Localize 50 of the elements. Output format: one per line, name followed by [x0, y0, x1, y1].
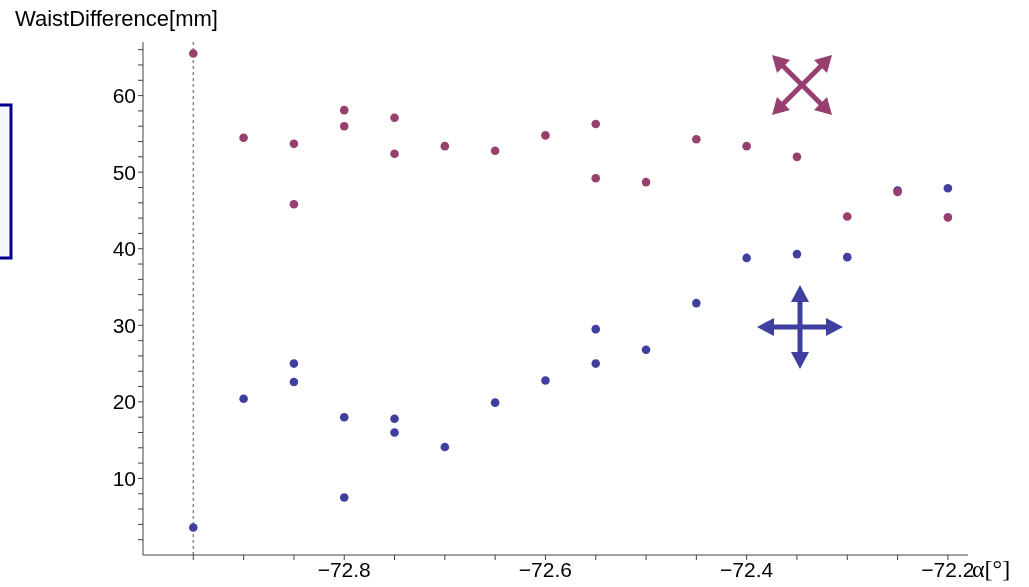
point	[842, 212, 852, 221]
point	[440, 141, 450, 151]
point	[943, 183, 953, 193]
point	[490, 398, 500, 407]
point	[541, 376, 550, 385]
x-tick-label: −72.8	[317, 557, 371, 581]
point	[390, 428, 399, 437]
point	[742, 253, 751, 263]
point	[591, 173, 601, 183]
y-tick-label: 40	[112, 237, 136, 261]
y-tick-label: 20	[112, 390, 136, 414]
point	[289, 377, 299, 387]
point	[692, 134, 701, 144]
point	[339, 412, 349, 422]
point	[591, 359, 601, 368]
point	[692, 298, 701, 308]
point	[842, 252, 852, 262]
point	[390, 149, 399, 159]
point	[189, 523, 198, 532]
point	[440, 442, 450, 452]
point	[239, 133, 248, 143]
point	[239, 394, 248, 404]
y-tick-label: 50	[112, 160, 136, 184]
y-axis-title: WaistDifference[mm]	[15, 6, 218, 32]
x-axis-title: α[°]	[972, 556, 1011, 583]
point	[742, 141, 751, 151]
y-tick-label: 60	[112, 84, 136, 108]
point	[541, 131, 550, 140]
point	[641, 345, 651, 355]
point	[490, 146, 500, 156]
y-tick-label: 30	[112, 313, 136, 337]
point	[289, 139, 299, 149]
point	[390, 414, 399, 424]
x-tick-label: −72.6	[518, 557, 573, 581]
point	[339, 493, 349, 502]
point	[641, 177, 651, 187]
point	[289, 359, 299, 368]
point	[339, 105, 349, 115]
point	[339, 121, 349, 131]
point	[390, 113, 399, 123]
x-tick-label: −72.2	[921, 557, 975, 581]
point	[189, 49, 198, 58]
x-tick-label: −72.4	[720, 557, 774, 581]
point	[943, 213, 953, 222]
y-tick-label: 10	[112, 466, 136, 490]
point	[792, 249, 802, 259]
point	[591, 119, 601, 129]
point	[591, 324, 601, 334]
point	[289, 200, 299, 209]
point	[792, 152, 802, 162]
